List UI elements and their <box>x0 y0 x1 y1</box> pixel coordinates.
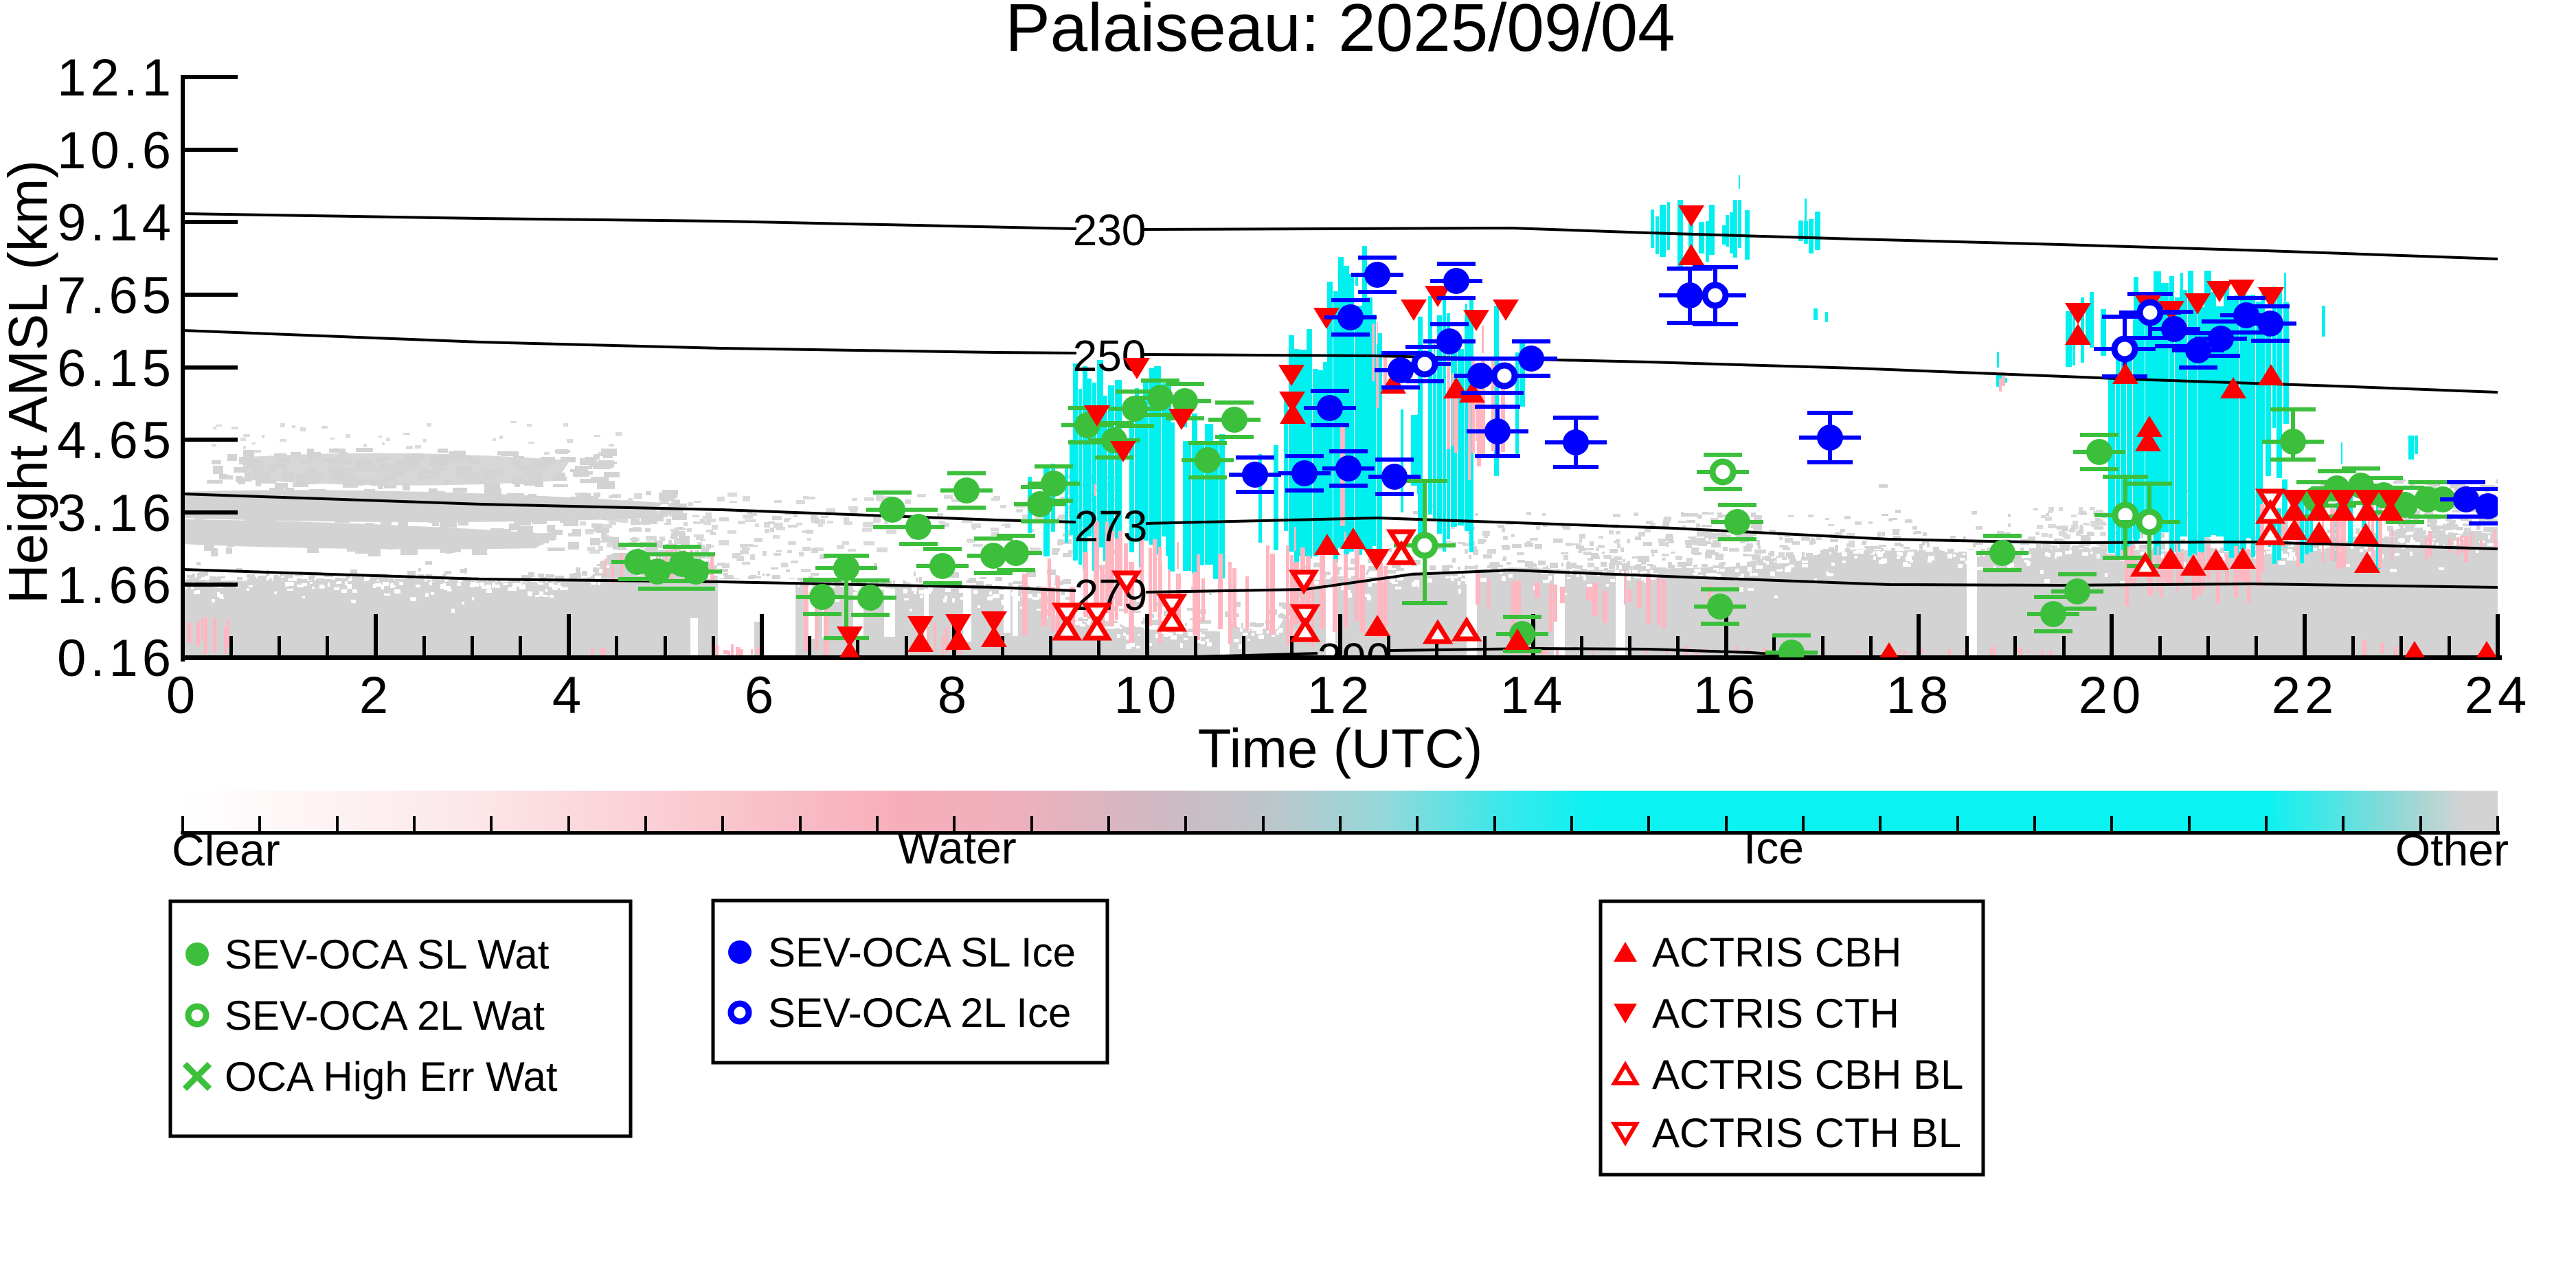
svg-text:OCA High Err Wat: OCA High Err Wat <box>225 1054 558 1100</box>
svg-text:10: 10 <box>1114 666 1181 725</box>
svg-text:22: 22 <box>2272 666 2338 725</box>
svg-text:ACTRIS CBH BL: ACTRIS CBH BL <box>1652 1052 1963 1098</box>
svg-text:12: 12 <box>1307 666 1374 725</box>
svg-text:Ice: Ice <box>1743 822 1804 873</box>
svg-text:0.16: 0.16 <box>57 629 175 688</box>
svg-text:230: 230 <box>1073 205 1146 255</box>
svg-text:SEV-OCA SL Ice: SEV-OCA SL Ice <box>768 929 1076 975</box>
svg-text:20: 20 <box>2079 666 2145 725</box>
svg-text:14: 14 <box>1500 666 1567 725</box>
svg-text:4: 4 <box>552 666 585 725</box>
svg-text:273: 273 <box>1074 501 1148 551</box>
svg-text:Clear: Clear <box>172 824 280 875</box>
svg-text:ACTRIS CTH: ACTRIS CTH <box>1652 991 1899 1037</box>
svg-text:SEV-OCA 2L Wat: SEV-OCA 2L Wat <box>225 993 545 1039</box>
svg-text:0: 0 <box>166 666 199 725</box>
svg-text:1.66: 1.66 <box>57 556 175 615</box>
svg-text:Other: Other <box>2395 824 2509 875</box>
svg-text:6.15: 6.15 <box>57 339 175 398</box>
svg-text:Time (UTC): Time (UTC) <box>1198 718 1483 779</box>
svg-text:8: 8 <box>938 666 971 725</box>
svg-text:2: 2 <box>359 666 392 725</box>
svg-text:10.6: 10.6 <box>57 122 175 180</box>
svg-text:Water: Water <box>897 822 1017 873</box>
svg-text:Palaiseau: 2025/09/04: Palaiseau: 2025/09/04 <box>1005 0 1675 65</box>
svg-text:290: 290 <box>1318 634 1391 683</box>
svg-text:SEV-OCA SL Wat: SEV-OCA SL Wat <box>225 931 550 978</box>
svg-text:SEV-OCA 2L Ice: SEV-OCA 2L Ice <box>768 990 1071 1036</box>
svg-text:16: 16 <box>1693 666 1760 725</box>
svg-text:12.1: 12.1 <box>57 49 175 107</box>
svg-text:7.65: 7.65 <box>57 267 175 325</box>
svg-text:ACTRIS CTH BL: ACTRIS CTH BL <box>1652 1110 1961 1156</box>
svg-text:Height AMSL (km): Height AMSL (km) <box>0 160 58 604</box>
svg-text:6: 6 <box>745 666 778 725</box>
svg-text:3.16: 3.16 <box>57 484 175 543</box>
svg-text:9.14: 9.14 <box>57 194 175 252</box>
svg-text:18: 18 <box>1886 666 1953 725</box>
svg-text:4.65: 4.65 <box>57 411 175 470</box>
svg-text:ACTRIS CBH: ACTRIS CBH <box>1652 929 1901 975</box>
svg-text:24: 24 <box>2465 666 2531 725</box>
